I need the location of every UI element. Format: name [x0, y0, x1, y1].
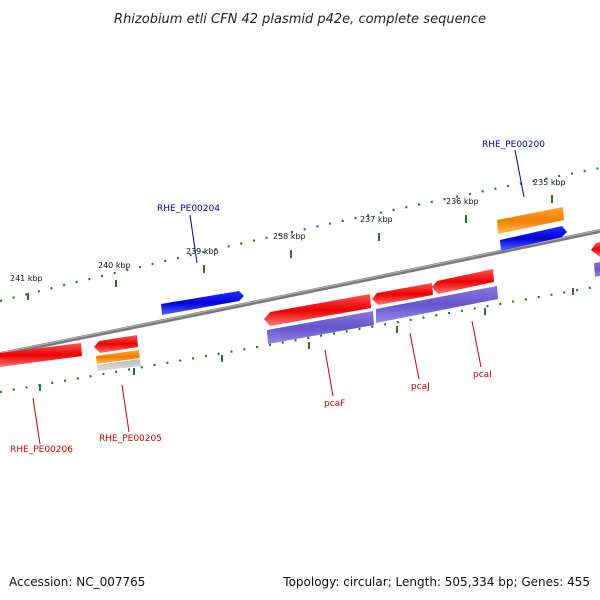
- gene-rhe-pe00205-arrow[interactable]: [94, 335, 138, 353]
- gene-label-rhe-pe00200[interactable]: RHE_PE00200: [482, 140, 545, 150]
- gene-pcaj-pcai-feature[interactable]: [376, 286, 498, 323]
- gene-pcaf-feature[interactable]: [267, 311, 374, 344]
- gene-label-pcaj[interactable]: pcaJ: [411, 382, 430, 392]
- gene-label-pcaf[interactable]: pcaF: [324, 399, 345, 409]
- tick-label-238: 238 kbp: [273, 232, 306, 241]
- gene-rhe-pe00200-feature[interactable]: [497, 207, 564, 234]
- gene-label-rhe-pe00206[interactable]: RHE_PE00206: [10, 445, 73, 455]
- inner-tick-ring: [0, 284, 600, 394]
- tick-label-237: 237 kbp: [360, 215, 393, 224]
- gene-rhe-pe00205-feature[interactable]: [96, 350, 140, 364]
- tick-label-235: 235 kbp: [533, 178, 566, 187]
- gene-pcaf-arrow[interactable]: [264, 294, 371, 326]
- gene-edge-purple-feature[interactable]: [594, 262, 600, 277]
- accession-text: Accession: NC_007765: [9, 575, 145, 589]
- gene-rhe-pe00204-arrow[interactable]: [161, 291, 244, 315]
- gene-pcaj-arrow[interactable]: [372, 283, 433, 305]
- plasmid-backbone: [0, 229, 600, 356]
- gene-rhe-pe00206-arrow[interactable]: [0, 343, 82, 367]
- gene-rhe-pe00200-arrow[interactable]: [500, 226, 567, 251]
- inner-major-ticks: [39, 288, 574, 391]
- gene-label-rhe-pe00205[interactable]: RHE_PE00205: [99, 434, 162, 444]
- leader-lines: [32, 149, 525, 445]
- tick-label-236: 236 kbp: [446, 197, 479, 206]
- gene-label-rhe-pe00204[interactable]: RHE_PE00204: [157, 204, 220, 214]
- topology-summary-text: Topology: circular; Length: 505,334 bp; …: [282, 575, 590, 589]
- tick-label-239: 239 kbp: [186, 247, 219, 256]
- tick-label-241: 241 kbp: [10, 274, 43, 283]
- outer-major-ticks: [27, 195, 553, 300]
- gene-rhe-pe00205-gray-feature[interactable]: [97, 359, 141, 371]
- gene-label-pcai[interactable]: pcaI: [473, 370, 492, 380]
- gene-pcai-arrow[interactable]: [432, 269, 494, 294]
- gene-edge-red-arrow[interactable]: [591, 242, 600, 257]
- tick-label-240: 240 kbp: [98, 261, 131, 270]
- map-title: Rhizobium etli CFN 42 plasmid p42e, comp…: [114, 12, 486, 27]
